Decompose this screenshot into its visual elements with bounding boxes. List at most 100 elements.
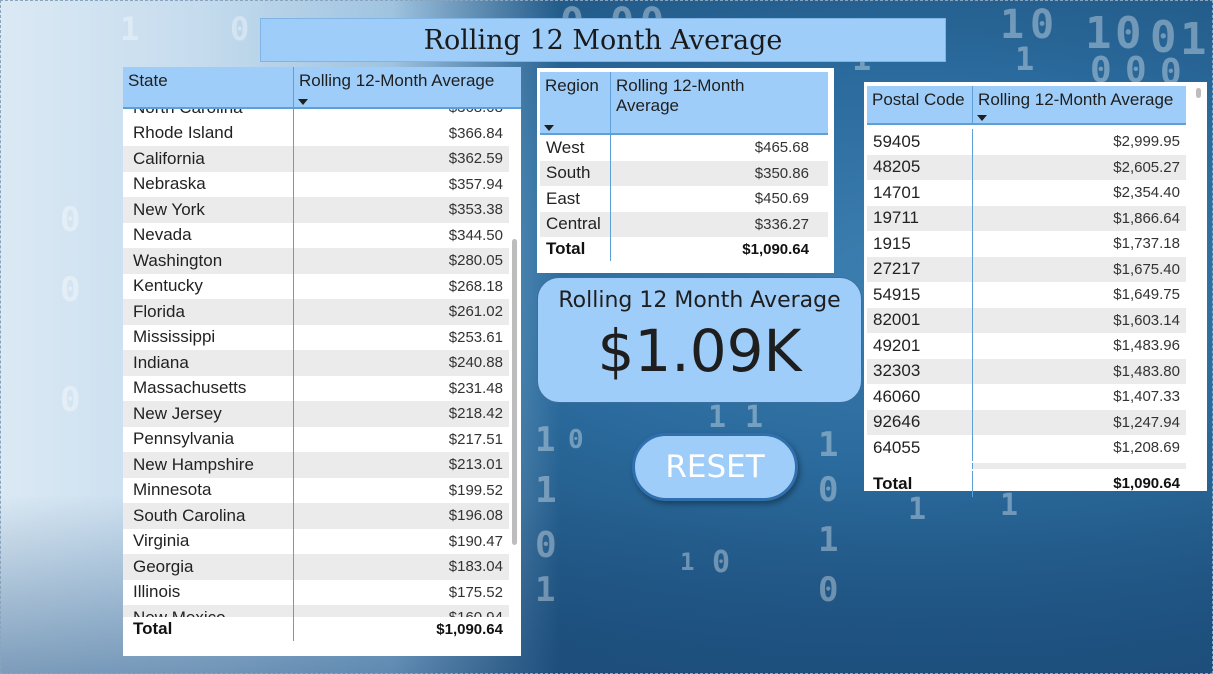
postal-code-table[interactable]: Postal Code Rolling 12-Month Average 594…: [864, 82, 1207, 497]
kpi-card: Rolling 12 Month Average $1.09K: [537, 277, 862, 403]
region-total-label: Total: [546, 239, 586, 258]
table-row[interactable]: 19711 $1,866.64: [867, 205, 1186, 231]
table-row[interactable]: West $465.68: [540, 135, 828, 161]
table-row[interactable]: Nevada $344.50: [123, 222, 509, 248]
table-row[interactable]: Georgia $183.04: [123, 554, 509, 580]
state-cell: Florida: [133, 301, 185, 321]
region-column-label: Region: [545, 76, 599, 95]
table-row[interactable]: 54915 $1,649.75: [867, 282, 1186, 308]
value-cell: $465.68: [610, 135, 815, 161]
table-row[interactable]: Nebraska $357.94: [123, 171, 509, 197]
value-cell: $261.02: [293, 299, 509, 325]
table-row[interactable]: Indiana $240.88: [123, 350, 509, 376]
postal-total-value: $1,090.64: [972, 470, 1186, 497]
table-row[interactable]: Illinois $175.52: [123, 579, 509, 605]
table-row[interactable]: 46060 $1,407.33: [867, 384, 1186, 410]
state-value-column-header[interactable]: Rolling 12-Month Average: [293, 67, 509, 107]
table-row[interactable]: Minnesota $199.52: [123, 477, 509, 503]
state-table-body[interactable]: North Carolina $368.08 Rhode Island $366.…: [123, 109, 521, 617]
table-row[interactable]: South Carolina $196.08: [123, 503, 509, 529]
table-row[interactable]: Kentucky $268.18: [123, 273, 509, 299]
state-cell: Massachusetts: [133, 378, 247, 398]
region-table-body[interactable]: West $465.68 South $350.86 East $450.69 Centra…: [540, 135, 828, 237]
table-row[interactable]: 1915 $1,737.18: [867, 231, 1186, 257]
state-cell: Rhode Island: [133, 123, 234, 143]
value-cell: $1,603.14: [972, 307, 1186, 333]
table-row[interactable]: Mississippi $253.61: [123, 324, 509, 350]
state-cell: New Hampshire: [133, 454, 254, 474]
sort-descending-icon: [544, 125, 554, 131]
value-cell: $1,483.80: [972, 358, 1186, 384]
table-row[interactable]: 64055 $1,208.69: [867, 435, 1186, 461]
table-row[interactable]: Massachusetts $231.48: [123, 375, 509, 401]
state-cell: Minnesota: [133, 480, 212, 500]
table-row[interactable]: Rhode Island $366.84: [123, 120, 509, 146]
region-table-header: Region Rolling 12-Month Average: [540, 72, 828, 135]
table-row[interactable]: New Hampshire $213.01: [123, 452, 509, 478]
postal-code-cell: 19711: [873, 208, 920, 228]
region-table[interactable]: Region Rolling 12-Month Average West $465…: [537, 68, 834, 273]
table-row[interactable]: New York $353.38: [123, 197, 509, 223]
value-cell: $344.50: [293, 222, 509, 248]
state-table[interactable]: State Rolling 12-Month Average North Car…: [123, 67, 521, 656]
table-row[interactable]: Florida $261.02: [123, 299, 509, 325]
state-cell: Virginia: [133, 531, 190, 551]
table-row[interactable]: Central $336.27: [540, 211, 828, 237]
region-column-header[interactable]: Region: [540, 72, 610, 133]
postal-column-header[interactable]: Postal Code: [872, 90, 965, 109]
table-row[interactable]: Washington $280.05: [123, 248, 509, 274]
table-row[interactable]: California $362.59: [123, 146, 509, 172]
postal-table-body[interactable]: 59405 $2,999.95 48205 $2,605.27 14701 $2,354.…: [867, 125, 1186, 461]
value-cell: $280.05: [293, 248, 509, 274]
value-cell: $1,737.18: [972, 231, 1186, 257]
value-cell: $199.52: [293, 477, 509, 503]
value-cell: $190.47: [293, 528, 509, 554]
region-total-row: Total $1,090.64: [540, 237, 828, 261]
table-row[interactable]: 32303 $1,483.80: [867, 358, 1186, 384]
table-row[interactable]: 92646 $1,247.94: [867, 409, 1186, 435]
state-column-header[interactable]: State: [123, 67, 293, 107]
state-table-header: State Rolling 12-Month Average: [123, 67, 521, 109]
table-row[interactable]: Virginia $190.47: [123, 528, 509, 554]
table-row[interactable]: 27217 $1,675.40: [867, 256, 1186, 282]
table-row[interactable]: East $450.69: [540, 186, 828, 212]
table-row[interactable]: New Mexico$160.94: [123, 605, 509, 617]
postal-table-scrollbar[interactable]: [1196, 88, 1201, 98]
state-cell: New Mexico: [123, 605, 293, 617]
table-row[interactable]: 82001 $1,603.14: [867, 307, 1186, 333]
postal-code-cell: 48205: [873, 157, 921, 177]
table-row[interactable]: New Jersey $218.42: [123, 401, 509, 427]
region-cell: East: [546, 188, 581, 208]
table-row[interactable]: Pennsylvania $217.51: [123, 426, 509, 452]
table-row[interactable]: 48205 $2,605.27: [867, 154, 1186, 180]
table-row[interactable]: 49201 $1,483.96: [867, 333, 1186, 359]
value-cell: $1,247.94: [972, 409, 1186, 435]
region-cell: West: [546, 137, 585, 157]
value-cell: $217.51: [293, 426, 509, 452]
value-cell: $2,354.40: [972, 180, 1186, 206]
table-row[interactable]: 14701 $2,354.40: [867, 180, 1186, 206]
kpi-value: $1.09K: [597, 317, 802, 385]
table-row[interactable]: 59405 $2,999.95: [867, 129, 1186, 155]
region-value-column-header[interactable]: Rolling 12-Month Average: [610, 72, 815, 133]
value-cell: $2,605.27: [972, 154, 1186, 180]
value-cell: $253.61: [293, 324, 509, 350]
postal-code-cell: 59405: [873, 131, 921, 151]
reset-button[interactable]: RESET: [632, 433, 798, 501]
state-total-row: Total $1,090.64: [123, 617, 521, 641]
value-cell: $2,999.95: [972, 129, 1186, 155]
table-row[interactable]: South $350.86: [540, 160, 828, 186]
state-table-scrollbar[interactable]: [512, 239, 517, 545]
sort-descending-icon: [298, 99, 308, 105]
state-cell: Indiana: [133, 352, 189, 372]
postal-code-cell: 49201: [873, 335, 921, 355]
value-cell: $362.59: [293, 146, 509, 172]
value-cell: $1,407.33: [972, 384, 1186, 410]
postal-total-row: Total $1,090.64: [867, 470, 1186, 497]
kpi-label: Rolling 12 Month Average: [558, 288, 841, 313]
value-cell: $1,675.40: [972, 256, 1186, 282]
value-cell: $368.08: [293, 109, 509, 121]
postal-value-column-header[interactable]: Rolling 12-Month Average: [972, 86, 1186, 123]
postal-code-cell: 46060: [873, 386, 921, 406]
